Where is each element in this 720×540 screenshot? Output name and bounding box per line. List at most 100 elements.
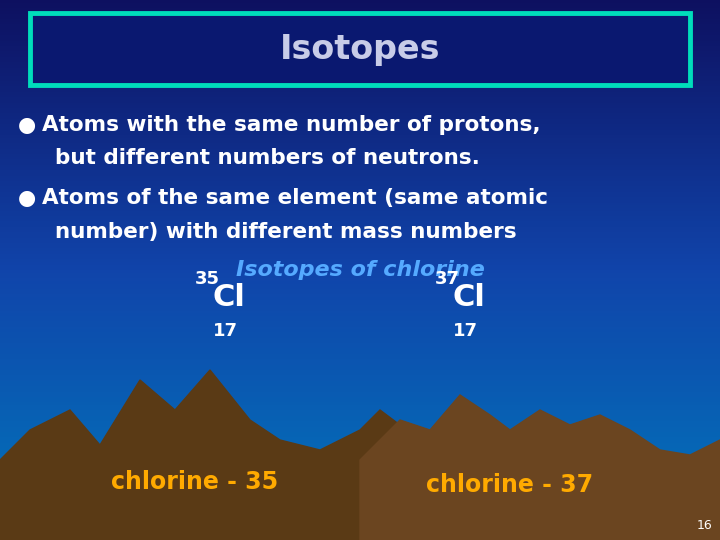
- Bar: [0, 378, 720, 381]
- Bar: [0, 472, 720, 475]
- Bar: [0, 500, 720, 502]
- Bar: [0, 248, 720, 251]
- Bar: [0, 397, 720, 400]
- Bar: [0, 192, 720, 194]
- Bar: [0, 513, 720, 516]
- Bar: [0, 454, 720, 456]
- Bar: [0, 494, 720, 497]
- Text: 16: 16: [696, 519, 712, 532]
- Bar: [0, 265, 720, 267]
- Bar: [0, 111, 720, 113]
- Bar: [0, 459, 720, 462]
- Bar: [0, 94, 720, 97]
- Bar: [0, 284, 720, 286]
- Bar: [0, 8, 720, 11]
- Bar: [0, 65, 720, 68]
- Bar: [0, 240, 720, 243]
- Bar: [0, 364, 720, 367]
- Bar: [0, 502, 720, 505]
- Bar: [0, 119, 720, 122]
- Bar: [0, 432, 720, 435]
- Bar: [0, 389, 720, 392]
- Bar: [0, 132, 720, 135]
- Bar: [0, 200, 720, 202]
- Bar: [0, 76, 720, 78]
- Bar: [0, 302, 720, 305]
- Bar: [0, 103, 720, 105]
- Bar: [0, 243, 720, 246]
- Bar: [0, 116, 720, 119]
- Bar: [0, 394, 720, 397]
- Text: chlorine - 37: chlorine - 37: [426, 473, 593, 497]
- Bar: [0, 489, 720, 491]
- Bar: [0, 478, 720, 481]
- Bar: [0, 278, 720, 281]
- Bar: [0, 348, 720, 351]
- Bar: [0, 440, 720, 443]
- Bar: [0, 59, 720, 62]
- Bar: [0, 122, 720, 124]
- Bar: [0, 305, 720, 308]
- Bar: [0, 443, 720, 445]
- Bar: [0, 424, 720, 427]
- Bar: [0, 392, 720, 394]
- Bar: [0, 535, 720, 537]
- Bar: [0, 470, 720, 472]
- Bar: [0, 159, 720, 162]
- Bar: [0, 529, 720, 532]
- Bar: [0, 146, 720, 148]
- Bar: [0, 211, 720, 213]
- Bar: [0, 483, 720, 486]
- Bar: [0, 40, 720, 43]
- Bar: [0, 11, 720, 14]
- Bar: [0, 14, 720, 16]
- Bar: [0, 359, 720, 362]
- Bar: [0, 286, 720, 289]
- Bar: [0, 267, 720, 270]
- Bar: [0, 81, 720, 84]
- Bar: [0, 308, 720, 310]
- Bar: [0, 451, 720, 454]
- Bar: [0, 127, 720, 130]
- Bar: [0, 186, 720, 189]
- Bar: [0, 73, 720, 76]
- Bar: [0, 162, 720, 165]
- Bar: [0, 481, 720, 483]
- Bar: [0, 408, 720, 410]
- Bar: [0, 108, 720, 111]
- Bar: [0, 184, 720, 186]
- Text: Isotopes of chlorine: Isotopes of chlorine: [235, 260, 485, 280]
- Bar: [0, 413, 720, 416]
- Bar: [0, 321, 720, 324]
- Bar: [0, 446, 720, 448]
- Bar: [0, 324, 720, 327]
- Bar: [0, 346, 720, 348]
- Bar: [0, 370, 720, 373]
- Bar: [0, 208, 720, 211]
- Bar: [0, 157, 720, 159]
- Bar: [0, 3, 720, 5]
- Bar: [0, 230, 720, 232]
- Bar: [0, 351, 720, 354]
- Bar: [0, 467, 720, 470]
- Bar: [0, 262, 720, 265]
- Bar: [0, 54, 720, 57]
- Bar: [0, 167, 720, 170]
- Bar: [0, 219, 720, 221]
- Bar: [0, 105, 720, 108]
- Bar: [0, 97, 720, 100]
- Bar: [0, 297, 720, 300]
- Bar: [0, 27, 720, 30]
- Bar: [0, 338, 720, 340]
- Bar: [0, 435, 720, 437]
- Bar: [0, 70, 720, 73]
- Bar: [0, 22, 720, 24]
- Bar: [0, 16, 720, 19]
- Bar: [0, 437, 720, 440]
- Text: Cl: Cl: [213, 284, 246, 313]
- Polygon shape: [580, 480, 720, 540]
- Polygon shape: [0, 370, 560, 540]
- Polygon shape: [360, 395, 720, 540]
- Bar: [0, 46, 720, 49]
- Bar: [0, 170, 720, 173]
